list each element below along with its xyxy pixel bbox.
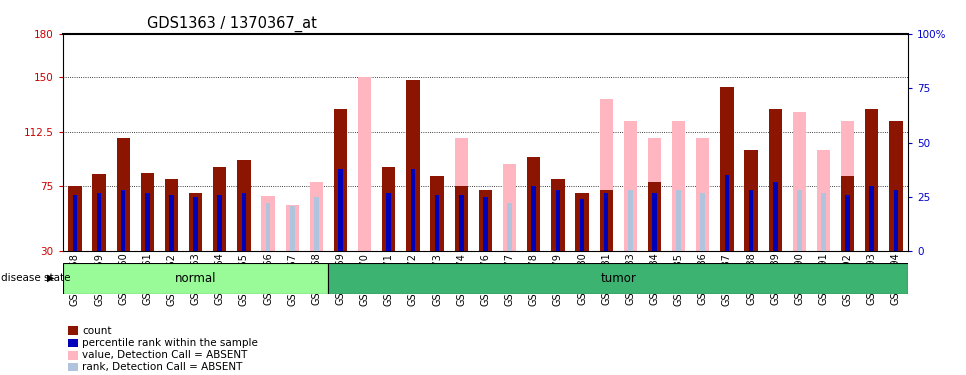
Bar bbox=[749, 190, 753, 251]
Bar bbox=[213, 167, 226, 251]
Bar bbox=[672, 121, 685, 251]
Text: percentile rank within the sample: percentile rank within the sample bbox=[82, 338, 258, 348]
Bar bbox=[503, 164, 516, 251]
Bar bbox=[797, 190, 802, 251]
Bar bbox=[455, 186, 468, 251]
Bar bbox=[290, 206, 295, 251]
Bar bbox=[407, 80, 419, 251]
Bar bbox=[527, 157, 540, 251]
Bar bbox=[68, 363, 78, 372]
Bar bbox=[676, 190, 681, 251]
Bar bbox=[328, 262, 908, 294]
Bar bbox=[894, 190, 898, 251]
Bar bbox=[386, 192, 391, 251]
Bar bbox=[68, 326, 78, 335]
Bar bbox=[141, 173, 154, 251]
Bar bbox=[121, 190, 126, 251]
Bar bbox=[652, 192, 657, 251]
Bar bbox=[145, 192, 150, 251]
Bar bbox=[72, 195, 77, 251]
Text: disease state: disease state bbox=[1, 273, 71, 283]
Text: count: count bbox=[82, 326, 112, 336]
Text: tumor: tumor bbox=[600, 272, 637, 285]
Bar bbox=[769, 109, 781, 251]
Bar bbox=[628, 190, 633, 251]
Bar bbox=[97, 192, 101, 251]
Bar bbox=[358, 77, 371, 251]
Bar bbox=[286, 205, 298, 251]
Bar bbox=[552, 179, 564, 251]
Bar bbox=[165, 179, 178, 251]
Bar bbox=[845, 195, 850, 251]
Bar bbox=[435, 195, 440, 251]
Bar bbox=[459, 195, 464, 251]
Bar bbox=[555, 190, 560, 251]
Bar bbox=[334, 109, 347, 251]
Bar bbox=[841, 121, 854, 251]
Bar bbox=[479, 190, 492, 251]
Bar bbox=[576, 193, 588, 251]
Bar bbox=[338, 169, 343, 251]
Bar bbox=[63, 262, 328, 294]
Bar bbox=[721, 87, 733, 251]
Bar bbox=[217, 195, 222, 251]
Bar bbox=[189, 193, 202, 251]
Bar bbox=[383, 167, 395, 251]
Bar bbox=[262, 196, 274, 251]
Bar bbox=[507, 203, 512, 251]
Bar bbox=[68, 339, 78, 347]
Bar bbox=[604, 192, 609, 251]
Bar bbox=[821, 192, 826, 251]
Bar bbox=[600, 99, 612, 251]
Text: value, Detection Call = ABSENT: value, Detection Call = ABSENT bbox=[82, 350, 247, 360]
Bar bbox=[266, 203, 270, 251]
Text: rank, Detection Call = ABSENT: rank, Detection Call = ABSENT bbox=[82, 362, 242, 372]
Bar bbox=[648, 182, 661, 251]
Bar bbox=[483, 197, 488, 251]
Text: GDS1363 / 1370367_at: GDS1363 / 1370367_at bbox=[148, 16, 317, 32]
Bar bbox=[869, 186, 874, 251]
Bar bbox=[724, 175, 729, 251]
Bar bbox=[310, 182, 323, 251]
Bar bbox=[455, 138, 468, 251]
Bar bbox=[866, 109, 878, 251]
Bar bbox=[238, 160, 250, 251]
Bar bbox=[242, 192, 246, 251]
Bar bbox=[700, 192, 705, 251]
Bar bbox=[93, 174, 105, 251]
Bar bbox=[793, 112, 806, 251]
Bar bbox=[117, 138, 129, 251]
Text: normal: normal bbox=[175, 272, 216, 285]
Bar bbox=[68, 351, 78, 360]
Bar bbox=[600, 190, 612, 251]
Bar bbox=[314, 197, 319, 251]
Text: ▶: ▶ bbox=[46, 273, 54, 283]
Bar bbox=[624, 121, 637, 251]
Bar bbox=[169, 195, 174, 251]
Bar bbox=[866, 121, 878, 251]
Bar bbox=[531, 186, 536, 251]
Bar bbox=[696, 138, 709, 251]
Bar bbox=[411, 169, 415, 251]
Bar bbox=[580, 199, 584, 251]
Bar bbox=[890, 121, 902, 251]
Bar bbox=[745, 150, 757, 251]
Bar bbox=[431, 176, 443, 251]
Bar bbox=[890, 150, 902, 251]
Bar bbox=[69, 186, 81, 251]
Bar bbox=[817, 150, 830, 251]
Bar bbox=[193, 197, 198, 251]
Bar bbox=[773, 182, 778, 251]
Bar bbox=[648, 138, 661, 251]
Bar bbox=[841, 176, 854, 251]
